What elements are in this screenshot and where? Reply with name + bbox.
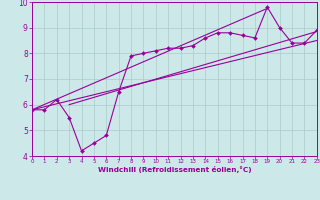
X-axis label: Windchill (Refroidissement éolien,°C): Windchill (Refroidissement éolien,°C) [98, 166, 251, 173]
